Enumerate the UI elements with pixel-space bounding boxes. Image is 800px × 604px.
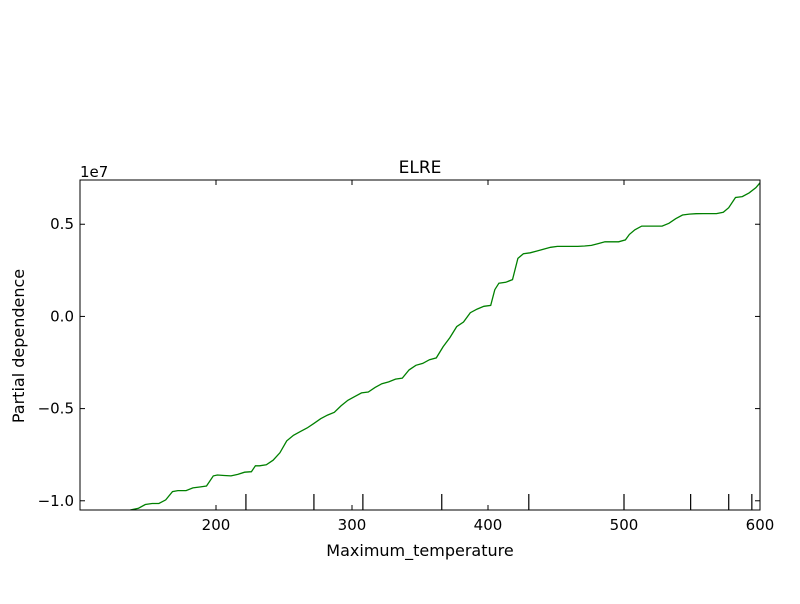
plot-frame: [79, 179, 761, 511]
x-tick-label-0: 200: [202, 516, 231, 534]
chart-title: ELRE: [399, 158, 442, 178]
y-tick-label-3: 0.5: [50, 215, 74, 233]
y-tick-label-2: 0.0: [50, 307, 74, 325]
x-tick-label-3: 500: [610, 516, 639, 534]
plot-area: 200 300 400 500 600 −1.0 −0.5 0.0 0.5: [38, 179, 775, 534]
x-tick-label-1: 300: [338, 516, 367, 534]
x-tick-label-4: 600: [746, 516, 775, 534]
series-line-0: [130, 182, 760, 510]
y-axis-label: Partial dependence: [9, 269, 28, 423]
y-tick-label-1: −0.5: [38, 400, 74, 418]
y-offset-label: 1e7: [80, 163, 108, 181]
x-axis-label: Maximum_temperature: [326, 541, 513, 561]
y-tick-label-0: −1.0: [38, 492, 74, 510]
x-tick-label-2: 400: [474, 516, 503, 534]
